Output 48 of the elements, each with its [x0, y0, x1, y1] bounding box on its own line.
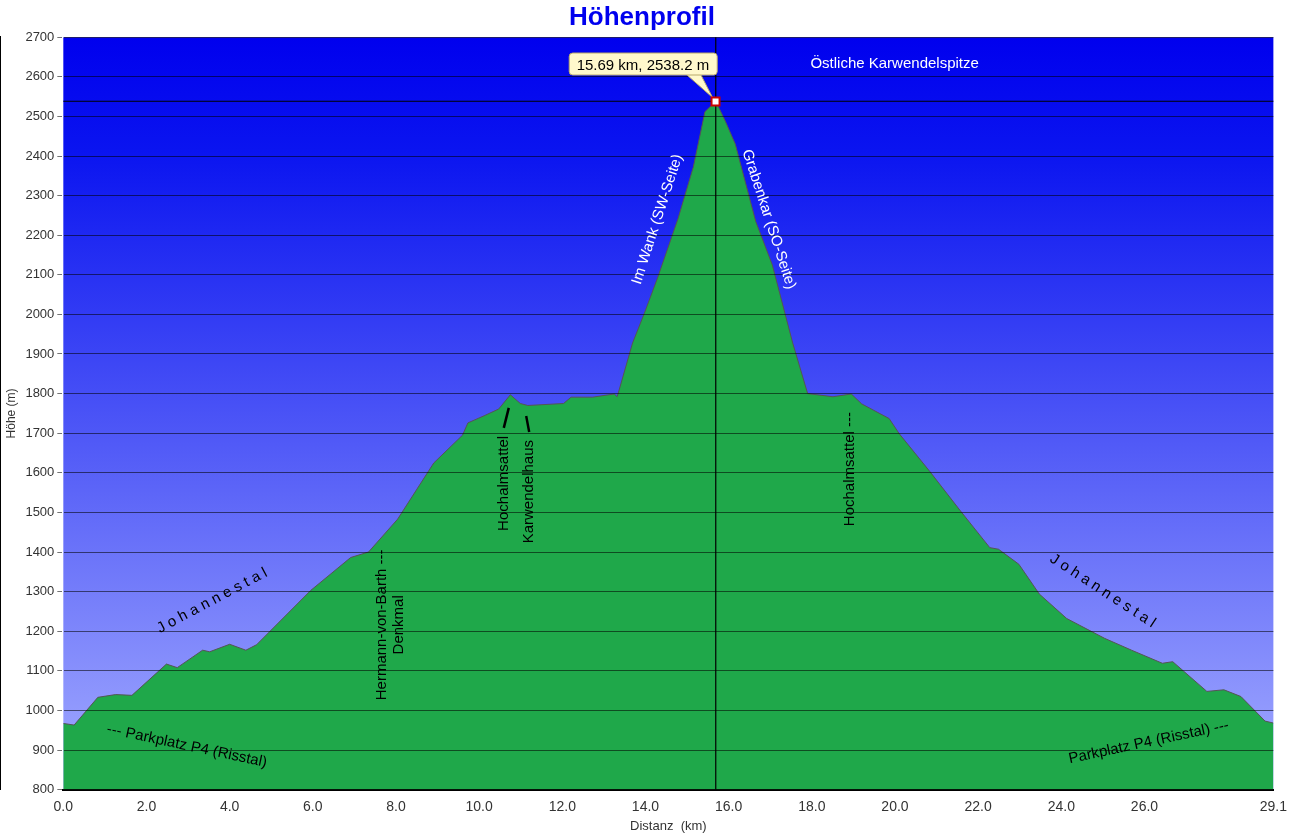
x-tick-label: 0.0	[53, 797, 74, 814]
y-tick-label: 2200	[25, 226, 55, 242]
x-tick-label: 20.0	[881, 797, 909, 814]
x-tick-label: 4.0	[219, 797, 240, 814]
y-tick-label: 1100	[26, 662, 55, 678]
annotation: J o h a n n e s t a l	[153, 563, 270, 636]
annotation: 15.69 km, 2538.2 m	[568, 52, 718, 76]
annotation: Hochalmsattel	[493, 435, 511, 531]
x-tick-label: 29.1	[1259, 797, 1288, 814]
x-tick-label: 8.0	[386, 797, 406, 814]
x-axis-title: Distanz (km)	[630, 817, 707, 833]
x-tick-label: 12.0	[548, 797, 577, 814]
x-tick-label: 16.0	[715, 797, 743, 814]
annotation: J o h a n n e s t a l	[1047, 549, 1160, 631]
y-tick-label: 2500	[25, 107, 55, 123]
y-tick-label: 1500	[25, 503, 55, 519]
y-tick-label: 1400	[25, 543, 55, 559]
y-tick-label: 2100	[25, 266, 55, 282]
y-tick-label: 2600	[25, 68, 55, 84]
x-tick-label: 22.0	[964, 797, 992, 814]
x-tick-label: 18.0	[798, 797, 826, 814]
y-tick-label: 1200	[25, 622, 55, 638]
y-axis-title: Höhe (m)	[3, 388, 18, 439]
y-tick-label: 1600	[25, 464, 55, 480]
y-tick-label: 2300	[25, 187, 55, 203]
x-tick-label: 10.0	[465, 797, 493, 814]
annotation: Parkplatz P4 (Risstal) ---	[1066, 715, 1231, 767]
y-tick-label: 1300	[25, 583, 55, 599]
y-tick-label: 1700	[25, 424, 55, 440]
y-tick-label: 900	[32, 741, 55, 757]
y-tick-label: 1900	[25, 345, 55, 361]
x-tick-label: 14.0	[631, 797, 660, 814]
annotation: Östliche Karwendelspitze	[810, 54, 979, 72]
y-tick-label: 1000	[25, 701, 55, 717]
annotation: --- Parkplatz P4 (Risstal)	[105, 719, 269, 770]
y-tick-label: 2000	[25, 305, 55, 321]
y-tick-label: 800	[32, 781, 55, 797]
annotation: Hermann-von-Barth --- Denkmal	[371, 549, 406, 701]
x-tick-label: 26.0	[1130, 797, 1159, 814]
annotation: Karwendelhaus	[519, 439, 537, 544]
y-tick-label: 1800	[25, 385, 55, 401]
x-tick-label: 24.0	[1047, 797, 1076, 814]
x-tick-label: 6.0	[303, 797, 323, 814]
annotation: Hochalmsattel ---	[840, 411, 857, 527]
y-tick-label: 2700	[25, 28, 55, 44]
x-tick-label: 2.0	[136, 797, 157, 814]
chart-title: Höhenprofil	[569, 0, 715, 31]
y-tick-label: 2400	[25, 147, 55, 163]
